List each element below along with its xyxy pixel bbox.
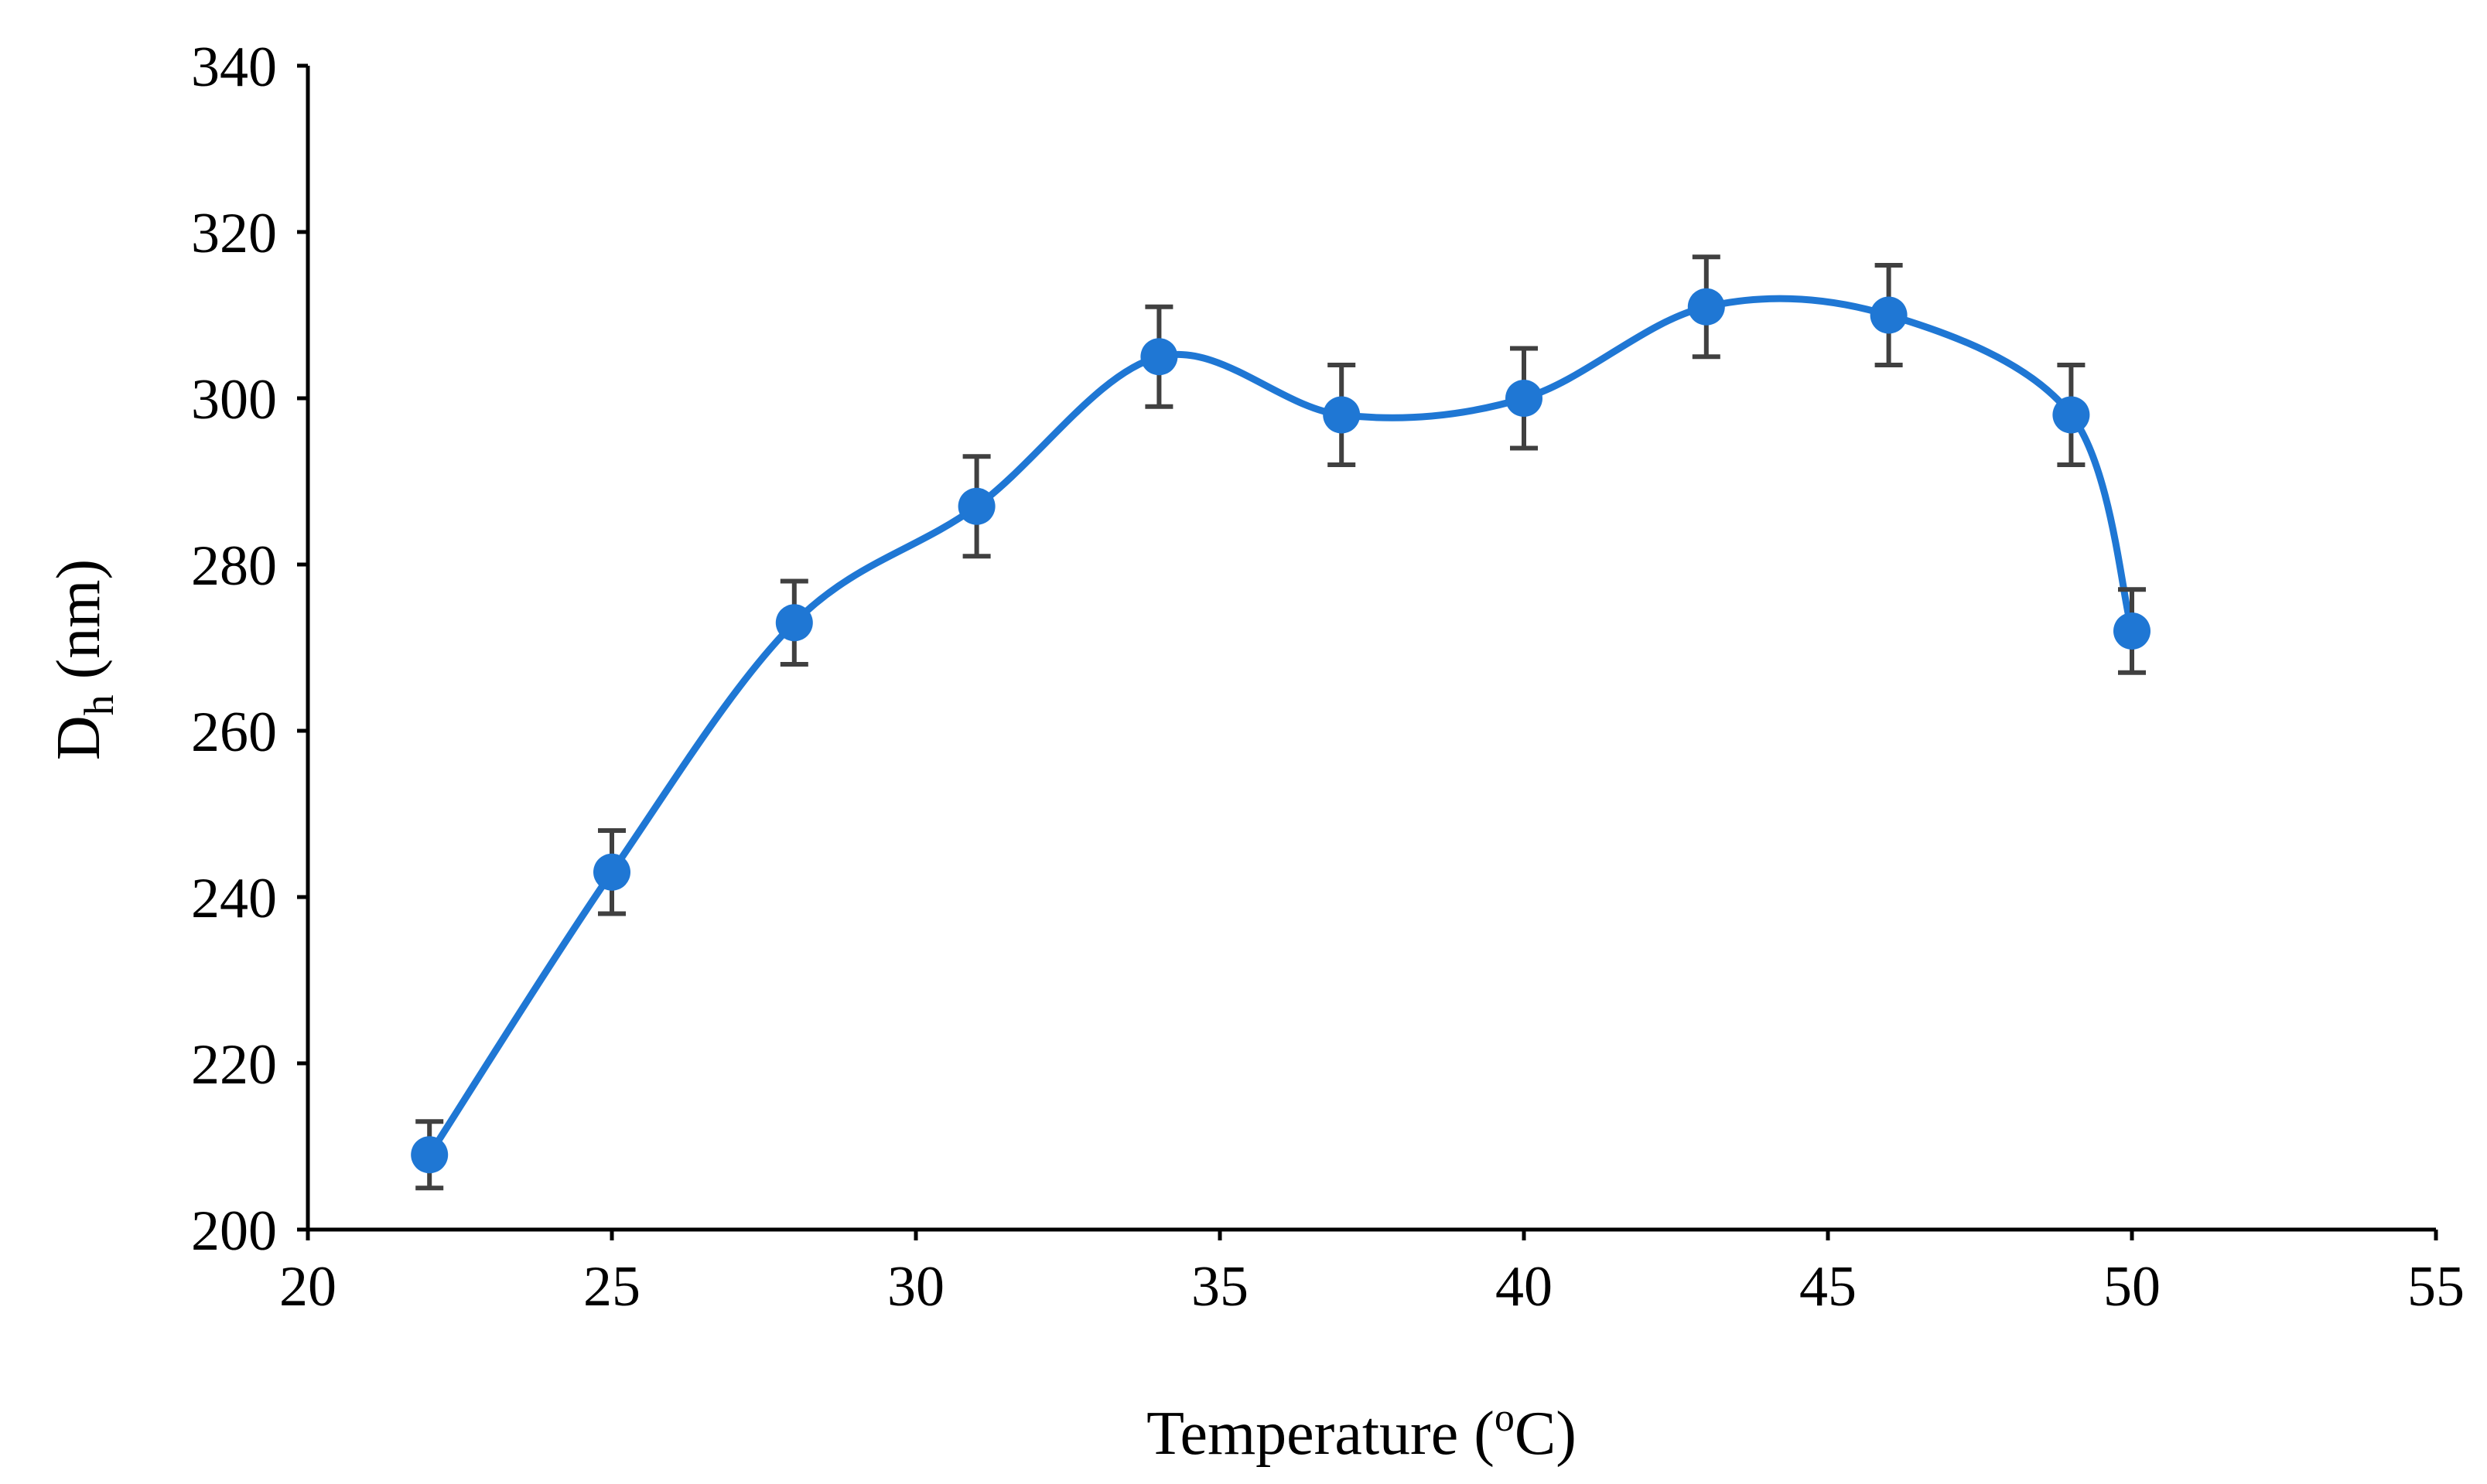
data-point: [593, 853, 630, 891]
y-tick-label: 320: [191, 202, 277, 265]
x-tick-label: 25: [583, 1255, 641, 1319]
y-tick-label: 300: [191, 368, 277, 432]
data-point: [958, 487, 996, 525]
series-curve: [426, 295, 2136, 1157]
y-tick-label: 260: [191, 701, 277, 764]
data-point: [1870, 296, 1908, 334]
x-tick-label: 45: [1799, 1255, 1857, 1319]
data-point: [1505, 380, 1542, 417]
x-axis-ticks: 20 25 30 35 40 45 50 55: [279, 1230, 2465, 1319]
x-tick-label: 50: [2103, 1255, 2161, 1319]
data-point: [411, 1136, 449, 1174]
data-point: [1323, 396, 1361, 434]
data-points: [411, 288, 2151, 1174]
data-point: [775, 604, 813, 642]
y-tick-label: 220: [191, 1033, 277, 1097]
y-tick-label: 340: [191, 36, 277, 99]
x-tick-label: 20: [279, 1255, 336, 1319]
series-line: [426, 295, 2136, 1157]
data-point: [1687, 288, 1725, 326]
x-tick-label: 55: [2407, 1255, 2465, 1319]
data-point: [2052, 396, 2090, 434]
y-tick-label: 240: [191, 867, 277, 930]
axes: [306, 66, 2436, 1232]
data-point: [1140, 338, 1178, 376]
y-tick-label: 200: [191, 1199, 277, 1263]
x-tick-label: 30: [887, 1255, 945, 1319]
data-point: [2113, 612, 2151, 650]
y-axis-title: Dh (nm): [45, 559, 122, 760]
y-axis-ticks: 200 220 240 260 280 300 320 340: [191, 36, 308, 1263]
x-axis-title: Temperature (oC): [1146, 1396, 1577, 1468]
x-tick-label: 40: [1495, 1255, 1553, 1319]
x-tick-label: 35: [1191, 1255, 1249, 1319]
y-tick-label: 280: [191, 534, 277, 598]
